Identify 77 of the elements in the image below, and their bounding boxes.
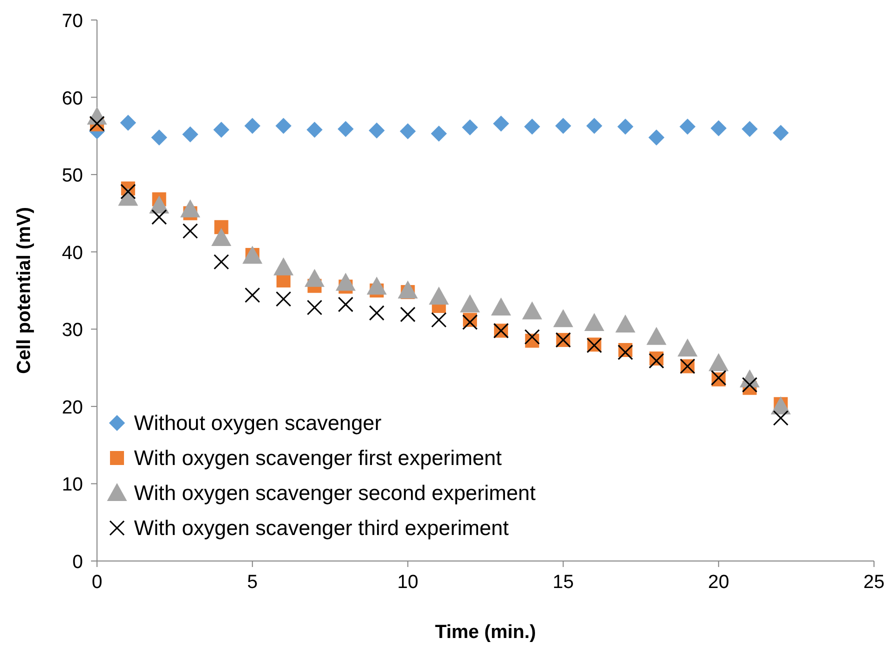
y-axis-title: Cell potential (mV) [14, 207, 35, 374]
point [151, 129, 168, 146]
point [618, 344, 634, 360]
point [306, 122, 323, 138]
point [584, 312, 604, 331]
point [524, 329, 540, 345]
point [553, 309, 574, 328]
point [648, 353, 664, 369]
point [460, 294, 480, 312]
point [366, 276, 387, 295]
point [244, 118, 260, 134]
y-tick-label: 30 [62, 320, 83, 342]
x-tick-label: 10 [397, 572, 418, 593]
point [149, 195, 170, 214]
point [182, 223, 198, 239]
point [151, 209, 167, 225]
point [244, 287, 260, 303]
point [646, 326, 666, 345]
point [708, 353, 729, 372]
point [586, 118, 602, 134]
point [400, 306, 416, 322]
legend-label: Without oxygen scavenger [134, 412, 382, 435]
y-tick-label: 0 [72, 552, 83, 573]
x-tick-label: 0 [92, 572, 102, 593]
point [773, 410, 789, 426]
x-tick-label: 15 [552, 572, 574, 593]
point [273, 257, 294, 276]
point [742, 120, 758, 137]
legend-label: With oxygen scavenger third experiment [134, 517, 509, 540]
y-tick-label: 10 [62, 474, 83, 496]
point [555, 118, 572, 134]
point [524, 118, 540, 135]
legend-label: With oxygen scavenger first experiment [134, 447, 502, 470]
point [120, 114, 136, 131]
point [678, 338, 698, 356]
y-tick-label: 70 [62, 11, 83, 32]
point [462, 314, 478, 330]
point [772, 124, 789, 141]
point [617, 118, 634, 135]
point [400, 123, 416, 140]
point [242, 246, 262, 264]
point [770, 396, 791, 414]
point [275, 118, 292, 134]
y-tick-label: 50 [62, 166, 83, 187]
point [276, 291, 292, 307]
y-tick-label: 40 [62, 242, 83, 264]
point [214, 254, 230, 270]
x-axis-title: Time (min.) [435, 622, 536, 643]
point [182, 126, 198, 142]
point [428, 286, 449, 305]
legend-label: With oxygen scavenger second experiment [134, 482, 536, 505]
point [493, 116, 510, 132]
x-tick-label: 5 [247, 572, 258, 593]
point [615, 314, 636, 333]
point [338, 296, 354, 312]
point [368, 122, 385, 139]
point [491, 298, 512, 316]
y-tick-label: 60 [62, 88, 83, 110]
point [430, 126, 447, 142]
point [306, 300, 322, 316]
x-tick-label: 20 [708, 572, 730, 593]
point [213, 122, 230, 138]
point [680, 118, 696, 135]
point [710, 120, 727, 136]
point [336, 272, 356, 291]
point [462, 119, 478, 136]
point [211, 228, 232, 246]
point [338, 120, 354, 137]
x-tick-label: 25 [863, 572, 885, 593]
point [522, 301, 542, 320]
point [398, 280, 418, 298]
point [431, 312, 447, 328]
point [304, 268, 325, 287]
point [648, 129, 664, 146]
point [368, 305, 384, 321]
y-tick-label: 20 [62, 397, 83, 418]
point [180, 199, 200, 218]
